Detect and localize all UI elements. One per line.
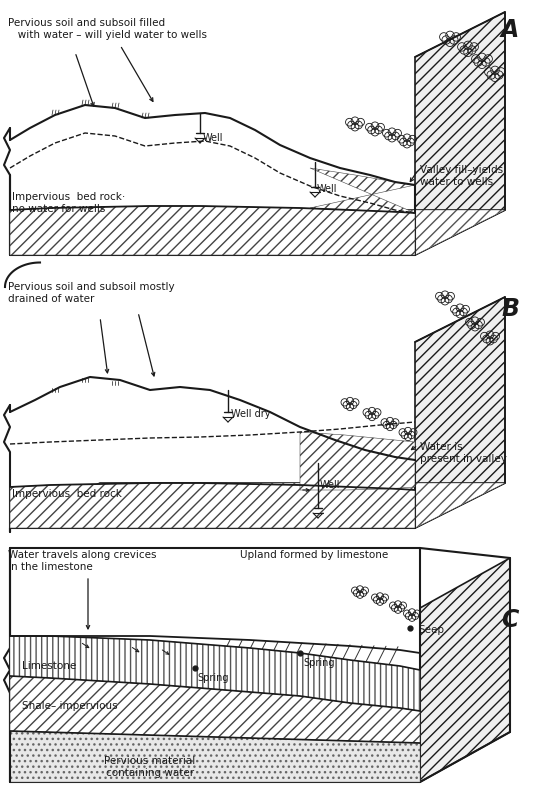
Polygon shape [300,432,415,490]
Text: Impervious  bed rock: Impervious bed rock [12,489,122,499]
Text: Shale– impervious: Shale– impervious [22,701,118,711]
Polygon shape [10,483,505,528]
Text: Pervious material
containing water: Pervious material containing water [104,756,196,777]
Polygon shape [10,483,505,528]
Text: Impervious  bed rock·
no water for wells: Impervious bed rock· no water for wells [12,192,125,213]
Text: Pervious soil and subsoil filled
   with water – will yield water to wells: Pervious soil and subsoil filled with wa… [8,18,207,40]
Text: Well: Well [320,480,340,490]
Polygon shape [10,483,415,528]
Text: Well: Well [203,133,223,143]
Text: Spring: Spring [197,673,228,683]
Polygon shape [10,731,420,782]
Text: Pervious soil and subsoil mostly
drained of water: Pervious soil and subsoil mostly drained… [8,282,175,303]
Polygon shape [310,168,415,213]
Text: Well: Well [317,184,338,194]
Text: A: A [501,18,519,42]
Text: B: B [501,297,519,321]
Polygon shape [10,206,415,255]
Polygon shape [420,558,510,782]
Polygon shape [415,297,505,528]
Text: C: C [501,608,519,632]
Text: Seep: Seep [418,625,444,635]
Polygon shape [10,636,420,711]
Text: Well dry: Well dry [231,409,271,419]
Polygon shape [10,210,505,255]
Polygon shape [10,210,505,255]
Text: Spring: Spring [303,658,334,668]
Polygon shape [415,12,505,255]
Polygon shape [10,676,420,743]
Text: Limestone: Limestone [22,661,76,671]
Text: Valley fill–yields
water to wells: Valley fill–yields water to wells [420,165,503,186]
Text: Water is
present in valley: Water is present in valley [420,442,507,464]
Text: Water travels along crevices
in the limestone: Water travels along crevices in the lime… [8,550,157,572]
Text: Upland formed by limestone: Upland formed by limestone [240,550,388,560]
